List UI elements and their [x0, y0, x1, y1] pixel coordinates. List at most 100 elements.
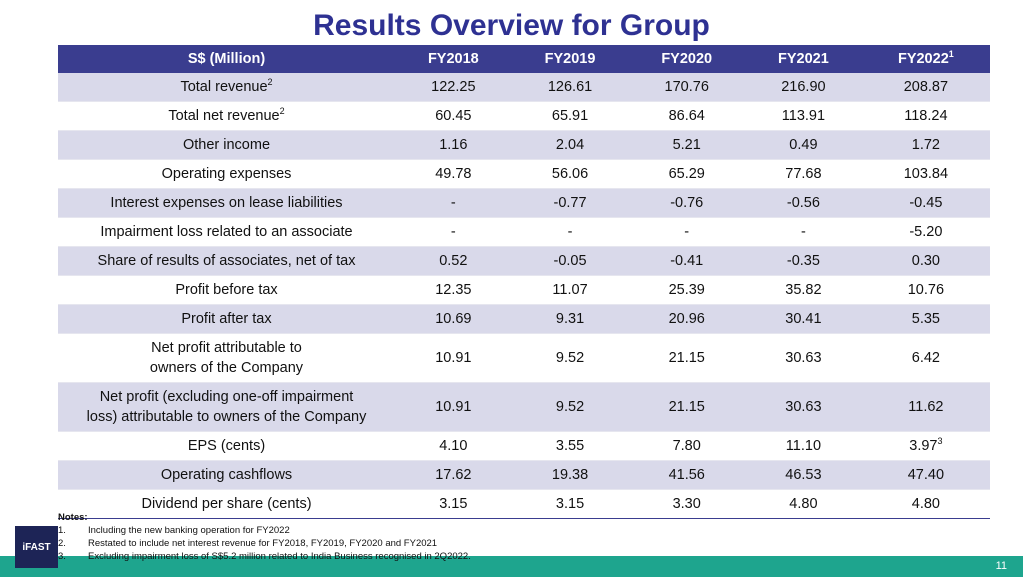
header-text: FY2019: [544, 51, 596, 67]
table-row: Share of results of associates, net of t…: [58, 246, 990, 276]
value-cell: 0.49: [745, 130, 862, 160]
value-cell: -0.56: [745, 188, 862, 218]
header-cell: FY2018: [395, 45, 512, 73]
row-label-text: Profit after tax: [181, 311, 272, 327]
header-text: FY2020: [661, 51, 713, 67]
row-label-text: EPS (cents): [187, 438, 266, 454]
table-row: Operating expenses 49.78 56.06 65.29 77.68 10…: [58, 159, 990, 189]
value-text: 118.24: [904, 108, 948, 124]
table-row: EPS (cents) 4.10 3.55 7.80 11.10 3.973: [58, 431, 990, 461]
value-text: 4.80: [789, 496, 818, 512]
header-text: FY2018: [427, 51, 479, 67]
logo: iFAST: [15, 526, 58, 568]
header-cell: S$ (Million): [58, 45, 395, 73]
header-row: S$ (Million) FY2018 FY2019 FY2020 FY2021 FY20…: [58, 45, 990, 73]
row-label: Other income: [58, 130, 395, 160]
value-cell: -: [745, 217, 862, 247]
value-cell: 30.63: [745, 333, 862, 383]
value-text: 126.61: [547, 79, 593, 95]
value-cell: 4.80: [745, 489, 862, 519]
value-cell: 3.15: [395, 489, 512, 519]
value-text: 11.10: [785, 438, 822, 454]
value-text: 10.91: [435, 399, 472, 415]
value-cell: 118.24: [861, 101, 990, 131]
value-cell: 11.10: [745, 431, 862, 461]
value-text: 41.56: [668, 467, 705, 483]
value-cell: 2.04: [511, 130, 629, 160]
value-text: 122.25: [431, 79, 476, 95]
value-cell: -0.76: [628, 188, 746, 218]
row-label-text: Net profit (excluding one-off impairment…: [86, 389, 367, 425]
row-label: Total revenue2: [58, 73, 395, 102]
value-text: 49.78: [435, 166, 472, 182]
value-cell: 1.72: [861, 130, 990, 160]
value-cell: -: [395, 188, 512, 218]
value-cell: -: [395, 217, 512, 247]
value-cell: 4.10: [395, 431, 512, 461]
row-label: Interest expenses on lease liabilities: [58, 188, 395, 218]
value-text: 6.42: [911, 350, 940, 366]
row-label-text: Total net revenue: [168, 108, 280, 124]
value-text: -: [800, 224, 806, 240]
row-label-text: Share of results of associates, net of t…: [97, 253, 356, 269]
value-text: 10.91: [435, 350, 472, 366]
value-cell: 0.30: [861, 246, 990, 276]
value-cell: 12.35: [395, 275, 512, 305]
value-text: 4.80: [911, 496, 940, 512]
value-cell: -0.35: [745, 246, 862, 276]
table-row: Impairment loss related to an associate -…: [58, 217, 990, 247]
footnote-ref: 3: [937, 436, 943, 447]
row-label-text: Interest expenses on lease liabilities: [110, 195, 343, 211]
row-label-text: Net profit attributable to owners of the…: [149, 340, 304, 376]
row-label-text: Operating cashflows: [160, 467, 293, 483]
table-row: Dividend per share (cents) 3.15 3.15 3.30 4.…: [58, 489, 990, 519]
value-text: 3.97: [909, 438, 938, 454]
value-text: -5.20: [909, 224, 943, 240]
value-cell: 0.52: [395, 246, 512, 276]
value-text: 9.31: [555, 311, 585, 327]
value-text: 46.53: [785, 467, 822, 483]
row-label-text: Impairment loss related to an associate: [100, 224, 353, 240]
page-number: 11: [995, 560, 1007, 572]
note-number: 3.: [58, 551, 66, 562]
value-cell: 11.07: [511, 275, 629, 305]
value-cell: -0.41: [628, 246, 746, 276]
value-text: -0.77: [553, 195, 587, 211]
row-label-text: Operating expenses: [161, 166, 292, 182]
value-cell: -0.77: [511, 188, 629, 218]
value-cell: 25.39: [628, 275, 746, 305]
value-cell: 122.25: [395, 73, 512, 102]
value-text: 5.35: [911, 311, 940, 327]
value-cell: -0.05: [511, 246, 629, 276]
row-label: Dividend per share (cents): [58, 489, 395, 519]
value-text: 0.52: [439, 253, 468, 269]
value-text: 30.63: [785, 350, 822, 366]
value-text: 1.16: [439, 137, 468, 153]
value-text: -: [450, 224, 456, 240]
value-text: 65.91: [551, 108, 589, 124]
value-text: 3.30: [672, 496, 701, 512]
footnote-ref: 2: [279, 106, 285, 117]
note: 3. Excluding impairment loss of S$5.2 mil…: [58, 550, 471, 563]
row-label: Net profit (excluding one-off impairment…: [58, 382, 395, 432]
value-cell: -5.20: [861, 217, 990, 247]
value-text: -0.05: [553, 253, 587, 269]
value-cell: 60.45: [395, 101, 512, 131]
value-text: 47.40: [907, 467, 945, 483]
table-row: Net profit attributable to owners of the…: [58, 333, 990, 383]
value-text: 65.29: [668, 166, 705, 182]
value-cell: 56.06: [511, 159, 629, 189]
value-cell: 113.91: [745, 101, 862, 131]
value-text: 25.39: [668, 282, 705, 298]
value-text: 11.62: [908, 399, 944, 415]
value-cell: 3.973: [861, 431, 990, 461]
row-label-text: Total revenue: [180, 79, 268, 95]
notes-title: Notes:: [58, 512, 88, 523]
footnote-ref: 2: [267, 77, 273, 88]
value-text: 30.41: [785, 311, 822, 327]
note-number: 2.: [58, 538, 66, 549]
value-cell: 3.55: [511, 431, 629, 461]
value-cell: 65.91: [511, 101, 629, 131]
value-text: -: [684, 224, 690, 240]
value-cell: 30.63: [745, 382, 862, 432]
